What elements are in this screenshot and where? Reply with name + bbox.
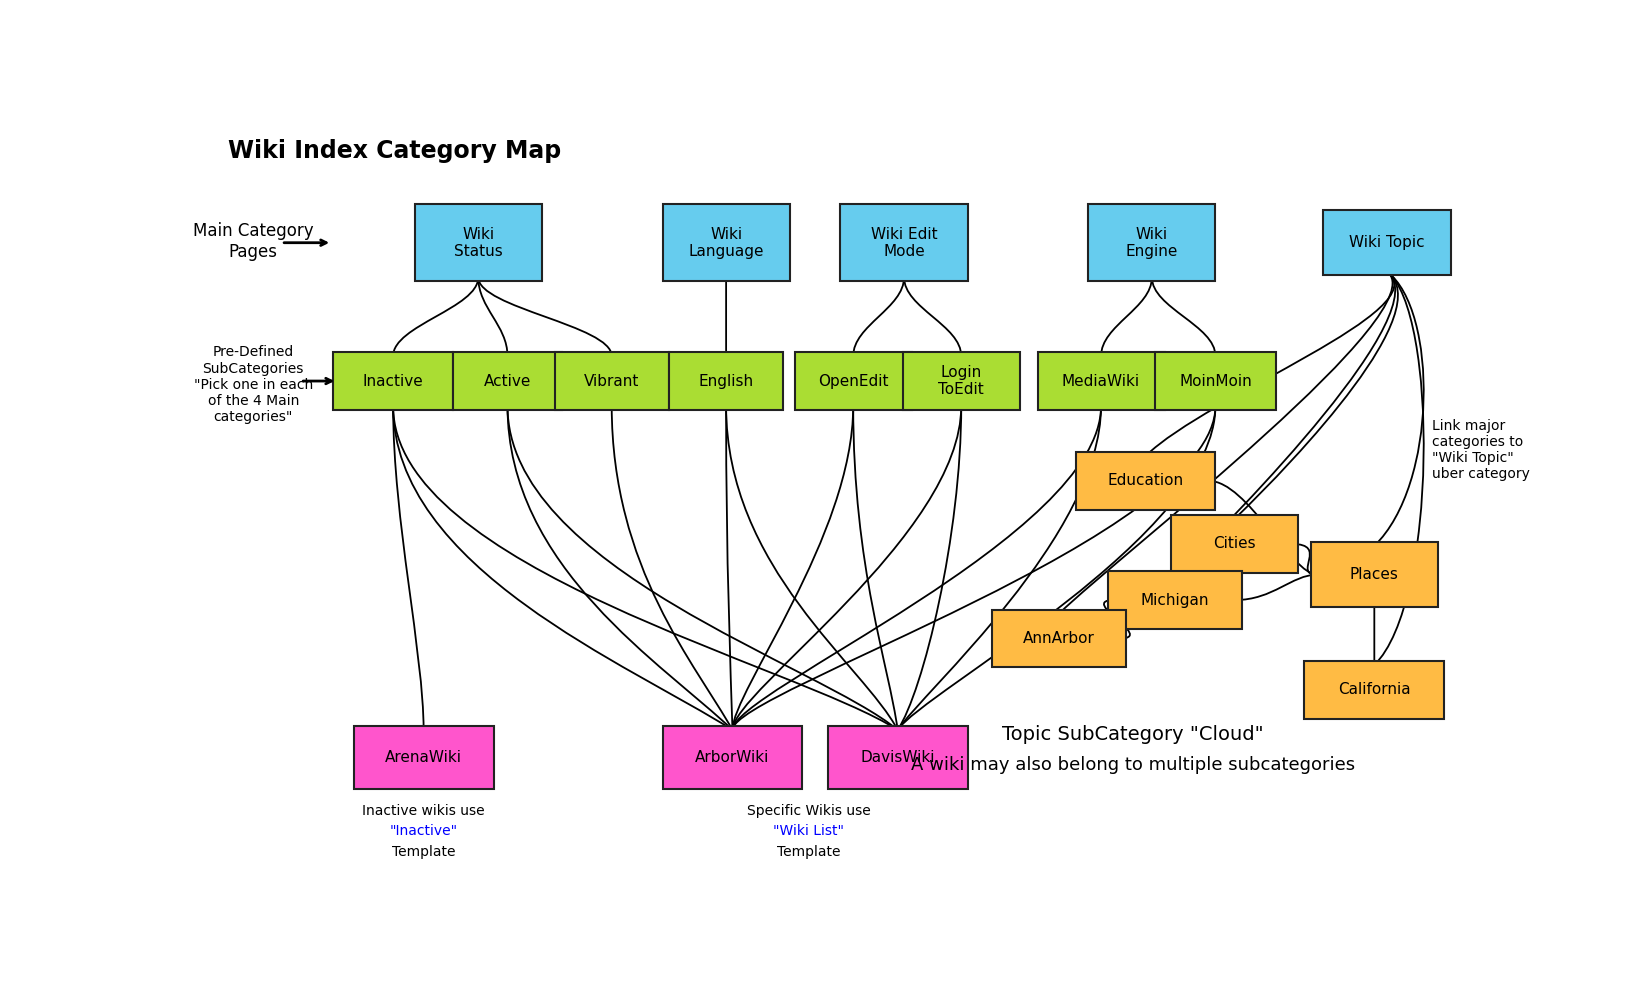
FancyBboxPatch shape: [354, 727, 493, 789]
FancyBboxPatch shape: [1303, 661, 1444, 719]
Text: Topic SubCategory "Cloud": Topic SubCategory "Cloud": [1001, 725, 1264, 745]
Text: Wiki Edit
Mode: Wiki Edit Mode: [870, 227, 938, 258]
Text: MediaWiki: MediaWiki: [1062, 373, 1139, 388]
Text: Vibrant: Vibrant: [583, 373, 639, 388]
Text: "Wiki List": "Wiki List": [772, 824, 844, 838]
FancyBboxPatch shape: [828, 727, 967, 789]
Text: Places: Places: [1349, 567, 1398, 582]
Text: Login
ToEdit: Login ToEdit: [938, 365, 983, 397]
FancyBboxPatch shape: [992, 610, 1124, 668]
Text: Pre-Defined
SubCategories
"Pick one in each
of the 4 Main
categories": Pre-Defined SubCategories "Pick one in e…: [193, 345, 313, 424]
FancyBboxPatch shape: [901, 352, 1019, 410]
Text: Wiki Index Category Map: Wiki Index Category Map: [228, 139, 561, 163]
Text: Michigan: Michigan: [1139, 593, 1208, 608]
Text: Inactive: Inactive: [362, 373, 423, 388]
Text: Inactive wikis use: Inactive wikis use: [362, 803, 485, 817]
Text: AnnArbor: AnnArbor: [1023, 631, 1095, 646]
Text: "Inactive": "Inactive": [390, 824, 457, 838]
FancyBboxPatch shape: [1310, 542, 1437, 608]
FancyBboxPatch shape: [669, 352, 783, 410]
Text: Education: Education: [1106, 473, 1183, 488]
FancyBboxPatch shape: [554, 352, 669, 410]
Text: California: California: [1337, 683, 1410, 698]
FancyBboxPatch shape: [1037, 352, 1164, 410]
Text: Link major
categories to
"Wiki Topic"
uber category: Link major categories to "Wiki Topic" ub…: [1431, 419, 1529, 481]
Text: Wiki
Status: Wiki Status: [454, 227, 502, 258]
FancyBboxPatch shape: [1088, 205, 1214, 281]
Text: Wiki Topic: Wiki Topic: [1349, 236, 1424, 250]
Text: A wiki may also belong to multiple subcategories: A wiki may also belong to multiple subca…: [910, 756, 1354, 774]
Text: DavisWiki: DavisWiki: [860, 750, 934, 765]
Text: Main Category
Pages: Main Category Pages: [193, 222, 313, 260]
FancyBboxPatch shape: [662, 727, 801, 789]
FancyBboxPatch shape: [1323, 210, 1449, 275]
Text: Wiki
Language: Wiki Language: [688, 227, 764, 258]
FancyBboxPatch shape: [1170, 515, 1298, 573]
Text: Template: Template: [777, 845, 839, 859]
FancyBboxPatch shape: [333, 352, 454, 410]
FancyBboxPatch shape: [1154, 352, 1275, 410]
FancyBboxPatch shape: [415, 205, 541, 281]
Text: Wiki
Engine: Wiki Engine: [1124, 227, 1177, 258]
Text: English: English: [698, 373, 754, 388]
FancyBboxPatch shape: [1075, 452, 1214, 510]
Text: Cities: Cities: [1213, 537, 1255, 552]
Text: MoinMoin: MoinMoin: [1178, 373, 1251, 388]
FancyBboxPatch shape: [454, 352, 561, 410]
Text: ArenaWiki: ArenaWiki: [385, 750, 462, 765]
FancyBboxPatch shape: [1108, 571, 1241, 629]
FancyBboxPatch shape: [795, 352, 911, 410]
Text: Active: Active: [484, 373, 531, 388]
FancyBboxPatch shape: [662, 205, 790, 281]
Text: ArborWiki: ArborWiki: [695, 750, 769, 765]
Text: Specific Wikis use: Specific Wikis use: [746, 803, 870, 817]
Text: Template: Template: [392, 845, 456, 859]
FancyBboxPatch shape: [841, 205, 967, 281]
Text: OpenEdit: OpenEdit: [818, 373, 888, 388]
